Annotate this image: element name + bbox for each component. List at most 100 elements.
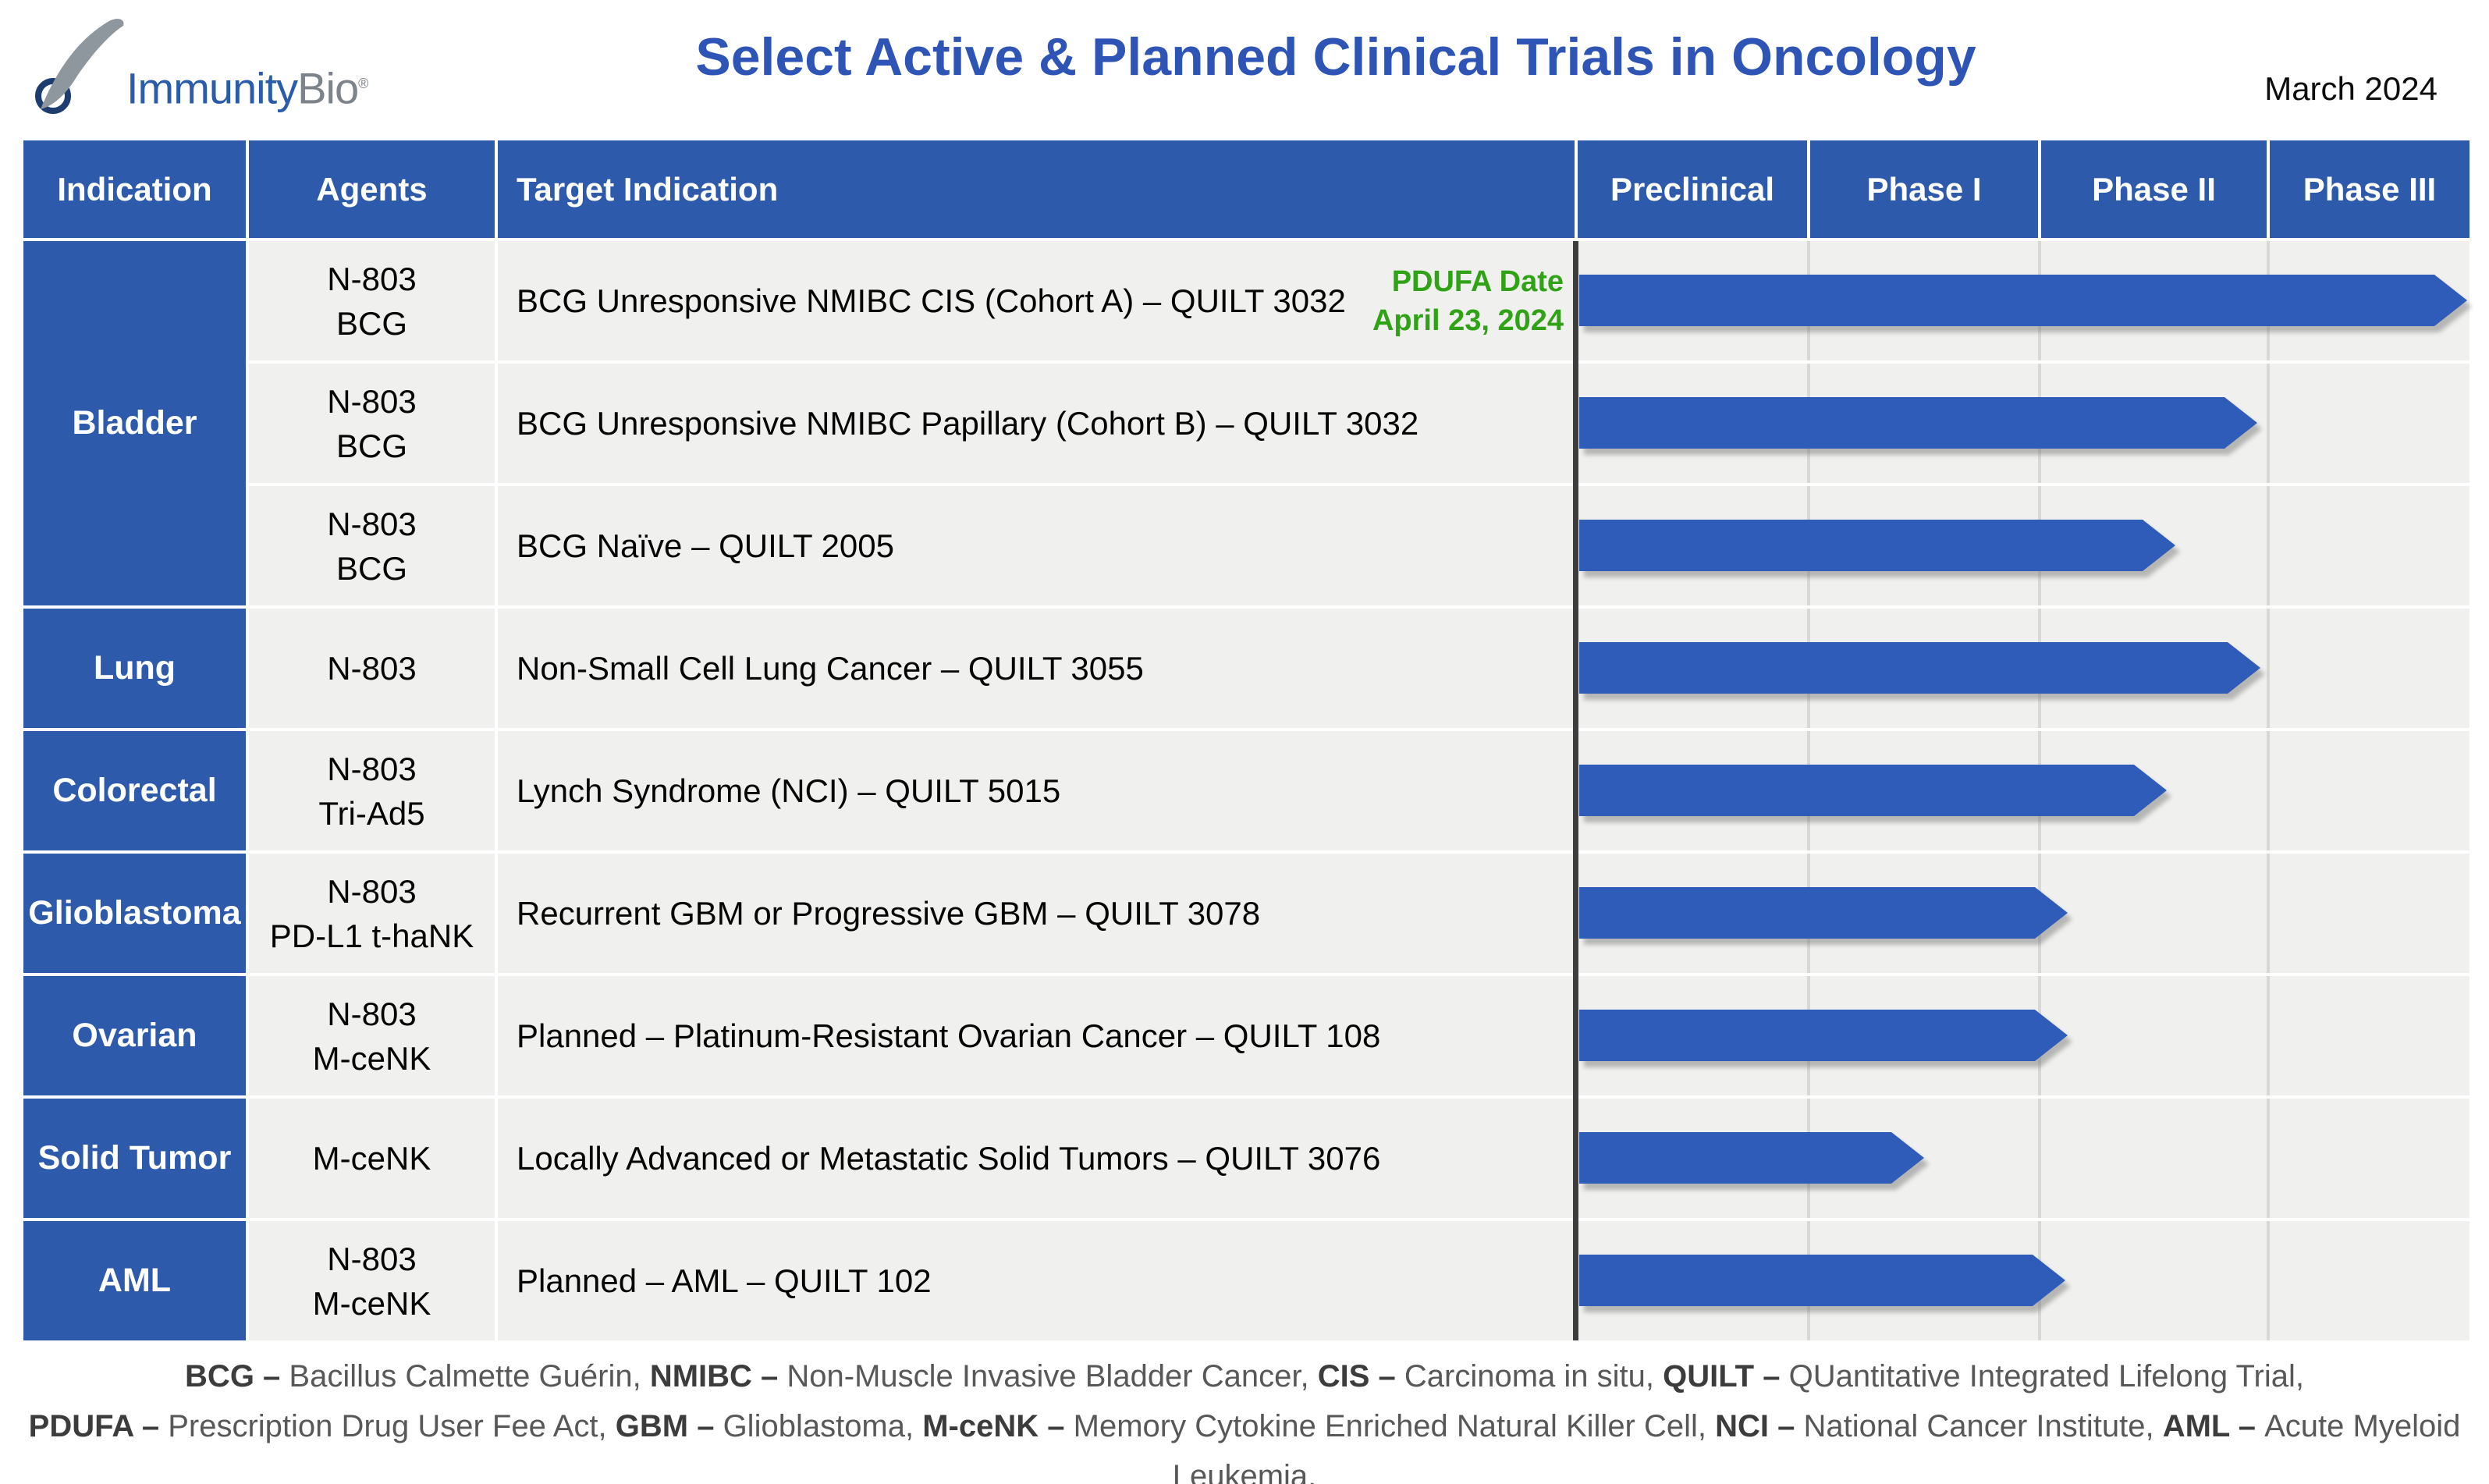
trial-name: Planned – Platinum-Resistant Ovarian Can… — [517, 1017, 1381, 1054]
footnote-term: NMIBC – — [649, 1359, 787, 1393]
target-cell: BCG Unresponsive NMIBC Papillary (Cohort… — [498, 364, 1575, 483]
agent-label: M-ceNK — [312, 1140, 431, 1177]
phase-gridline — [2267, 976, 2270, 1095]
phase-track — [1578, 731, 2469, 850]
footnote-definition: National Cancer Institute, — [1803, 1409, 2163, 1443]
trial-name: Planned – AML – QUILT 102 — [517, 1262, 932, 1299]
footnote-term: CIS – — [1317, 1359, 1404, 1393]
trial-name: BCG Unresponsive NMIBC CIS (Cohort A) – … — [517, 282, 1346, 319]
agents-cell: N-803 — [249, 609, 495, 728]
progress-arrow — [1579, 642, 2260, 694]
trial-name: Locally Advanced or Metastatic Solid Tum… — [517, 1139, 1381, 1177]
page-title: Select Active & Planned Clinical Trials … — [695, 27, 1976, 87]
progress-arrow — [1579, 1010, 2068, 1061]
indication-cell-lung: Lung — [23, 609, 246, 728]
progress-arrow-shape — [1579, 520, 2175, 571]
phase-track — [1578, 609, 2469, 728]
agent-label: BCG — [336, 304, 407, 342]
target-cell: BCG Naïve – QUILT 2005 — [498, 486, 1575, 605]
target-cell: Locally Advanced or Metastatic Solid Tum… — [498, 1099, 1575, 1218]
footnote-definition: Bacillus Calmette Guérin, — [289, 1359, 650, 1393]
progress-arrow-shape — [1579, 887, 2068, 939]
target-cell: Planned – Platinum-Resistant Ovarian Can… — [498, 976, 1575, 1095]
footnote-term: QUILT – — [1663, 1359, 1789, 1393]
phase-gridline — [2267, 486, 2270, 605]
footnote-term: PDUFA – — [28, 1409, 169, 1443]
registered-mark: ® — [358, 76, 368, 92]
indication-cell-glioblastoma: Glioblastoma — [23, 854, 246, 973]
phase-gridline — [2267, 731, 2270, 850]
progress-arrow-shape — [1579, 275, 2467, 326]
footnote-definition: Prescription Drug User Fee Act, — [168, 1409, 616, 1443]
pdufa-note: PDUFA Date April 23, 2024 — [1372, 262, 1564, 340]
agents-cell: N-803 BCG — [249, 486, 495, 605]
agents-cell: N-803 BCG — [249, 364, 495, 483]
phase-gridline — [2267, 609, 2270, 728]
agents-cell: N-803 PD-L1 t-haNK — [249, 854, 495, 973]
agent-label: N-803 — [327, 260, 417, 297]
footnote-definition: Memory Cytokine Enriched Natural Killer … — [1073, 1409, 1716, 1443]
phase-gridline — [2267, 1221, 2270, 1340]
footnote-term: M-ceNK – — [922, 1409, 1074, 1443]
phase-gridline — [2267, 854, 2270, 973]
progress-arrow-shape — [1579, 1132, 1924, 1184]
phase-gridline — [2267, 1099, 2270, 1218]
agents-cell: N-803 BCG — [249, 241, 495, 360]
agent-label: Tri-Ad5 — [318, 794, 425, 832]
pdufa-note-line: PDUFA Date — [1391, 264, 1564, 298]
trial-name: Lynch Syndrome (NCI) – QUILT 5015 — [517, 772, 1061, 809]
agent-label: N-803 — [327, 750, 417, 787]
agent-label: BCG — [336, 427, 407, 464]
phase-gridline — [2267, 364, 2270, 483]
agent-label: N-803 — [327, 872, 417, 910]
progress-arrow-shape — [1579, 1010, 2068, 1061]
agent-label: BCG — [336, 549, 407, 587]
footnote-line-1: BCG – Bacillus Calmette Guérin, NMIBC – … — [0, 1351, 2489, 1401]
logo-text: ImmunityBio® — [126, 62, 368, 115]
agent-label: N-803 — [327, 382, 417, 420]
agent-label: N-803 — [327, 505, 417, 542]
phase-track — [1578, 241, 2469, 360]
logo-text-bio: Bio — [297, 64, 359, 113]
progress-arrow — [1579, 765, 2167, 816]
agent-label: N-803 — [327, 995, 417, 1032]
target-cell: Lynch Syndrome (NCI) – QUILT 5015 — [498, 731, 1575, 850]
col-header-target-indication: Target Indication — [498, 140, 1575, 238]
indication-cell-bladder: Bladder — [23, 241, 246, 605]
agent-label: N-803 — [327, 1240, 417, 1277]
phase-gridline — [2038, 1099, 2041, 1218]
phase-track — [1578, 1099, 2469, 1218]
footnote-term: BCG – — [185, 1359, 289, 1393]
col-header-preclinical: Preclinical — [1578, 140, 1807, 238]
target-cell: Planned – AML – QUILT 102 — [498, 1221, 1575, 1340]
trial-name: Non-Small Cell Lung Cancer – QUILT 3055 — [517, 649, 1144, 687]
agents-cell: M-ceNK — [249, 1099, 495, 1218]
trial-name: BCG Naïve – QUILT 2005 — [517, 527, 895, 564]
agent-label: N-803 — [327, 650, 417, 687]
progress-arrow — [1579, 275, 2467, 326]
phase-axis-divider — [1573, 241, 1578, 1340]
phase-track — [1578, 486, 2469, 605]
logo-text-immunity: Immunity — [126, 64, 298, 113]
progress-arrow-shape — [1579, 642, 2260, 694]
col-header-phase-3: Phase III — [2270, 140, 2469, 238]
progress-arrow — [1579, 397, 2257, 449]
trial-name: BCG Unresponsive NMIBC Papillary (Cohort… — [517, 404, 1419, 442]
indication-cell-colorectal: Colorectal — [23, 731, 246, 850]
progress-arrow — [1579, 1255, 2065, 1306]
phase-track — [1578, 1221, 2469, 1340]
phase-track — [1578, 364, 2469, 483]
date-label: March 2024 — [2264, 70, 2438, 107]
progress-arrow — [1579, 520, 2175, 571]
agent-label: M-ceNK — [312, 1039, 431, 1077]
progress-arrow — [1579, 887, 2068, 939]
indication-cell-aml: AML — [23, 1221, 246, 1340]
footnote-term: GBM – — [615, 1409, 723, 1443]
pdufa-note-line: April 23, 2024 — [1372, 304, 1564, 337]
progress-arrow-shape — [1579, 1255, 2065, 1306]
col-header-agents: Agents — [249, 140, 495, 238]
trial-name: Recurrent GBM or Progressive GBM – QUILT… — [517, 894, 1261, 932]
footnote-line-2: PDUFA – Prescription Drug User Fee Act, … — [0, 1401, 2489, 1484]
footnote-definition: Glioblastoma, — [723, 1409, 923, 1443]
